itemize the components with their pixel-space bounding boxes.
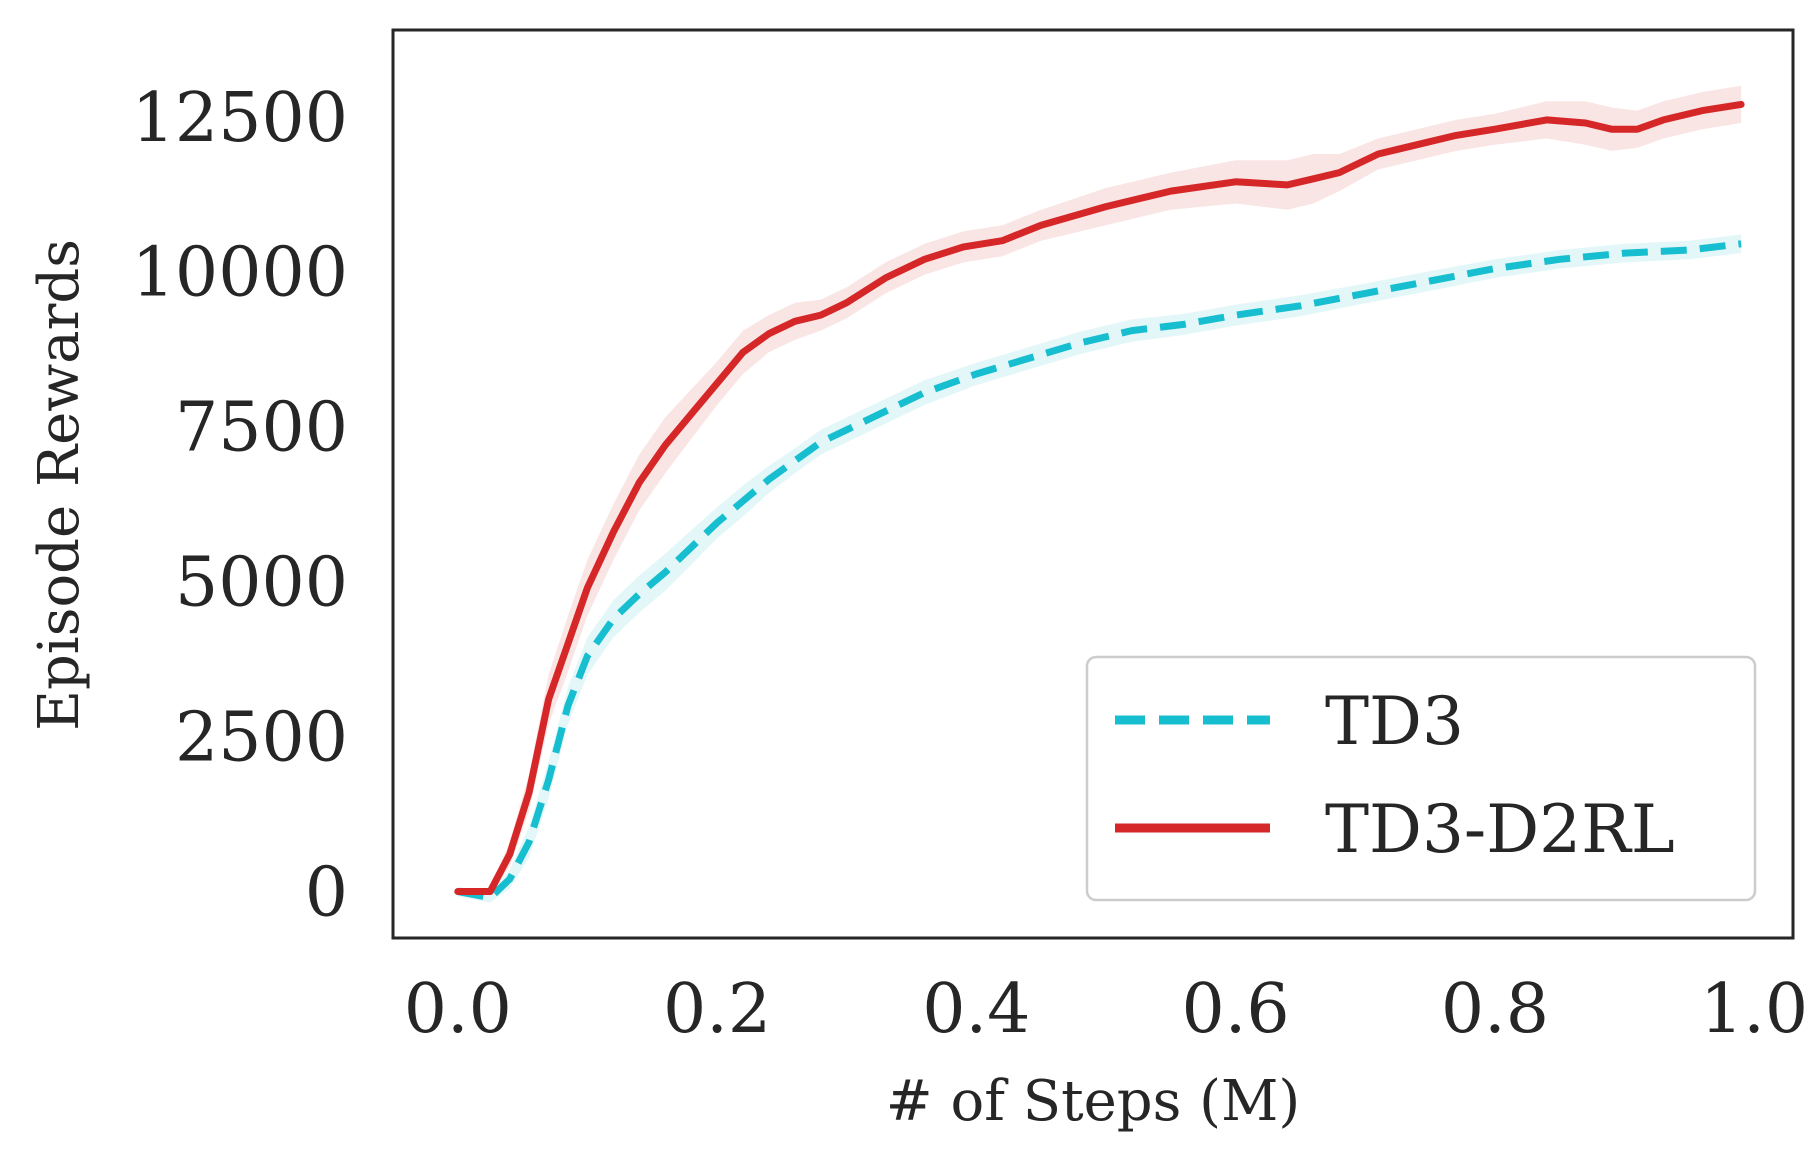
y-tick-label: 12500	[132, 79, 348, 158]
y-tick-label: 10000	[132, 234, 348, 313]
x-tick-label: 0.8	[1441, 970, 1549, 1049]
x-tick-label: 0.0	[404, 970, 512, 1049]
legend-label-td3-d2rl: TD3-D2RL	[1325, 791, 1675, 868]
series-line-td3-d2rl	[454, 100, 1745, 895]
y-tick-label: 0	[305, 854, 348, 933]
plot-frame	[391, 28, 1795, 940]
legend-label-td3: TD3	[1325, 683, 1464, 760]
x-tick-label: 0.2	[663, 970, 771, 1049]
y-tick-label: 2500	[175, 699, 348, 778]
legend: TD3 TD3-D2RL	[1085, 655, 1757, 902]
y-tick-label: 5000	[175, 544, 348, 623]
x-axis-title: # of Steps (M)	[886, 1069, 1300, 1134]
series-line-td3	[457, 240, 1742, 902]
x-tick-label: 0.4	[922, 970, 1030, 1049]
x-tick-label: 1.0	[1700, 970, 1808, 1049]
y-axis-title: Episode Rewards	[27, 239, 92, 731]
x-tick-label: 0.6	[1182, 970, 1290, 1049]
y-axis-ticks: 0 2500 5000 7500 10000 12500	[132, 79, 348, 933]
x-axis-ticks: 0.0 0.2 0.4 0.6 0.8 1.0	[404, 970, 1808, 1049]
y-tick-label: 7500	[175, 389, 348, 468]
series-lines	[454, 100, 1745, 902]
